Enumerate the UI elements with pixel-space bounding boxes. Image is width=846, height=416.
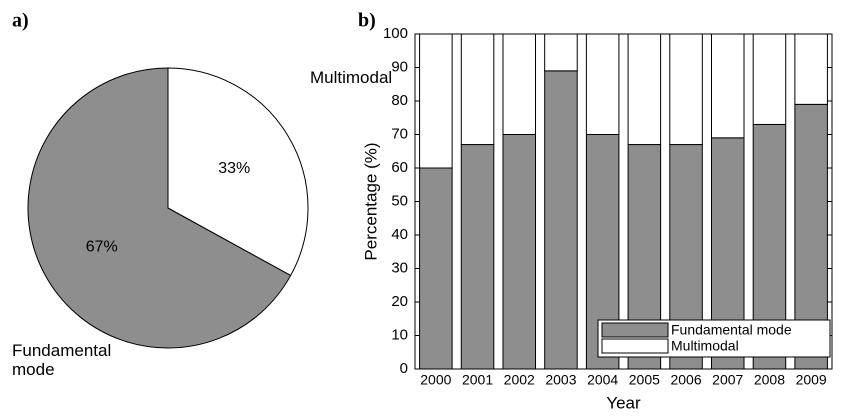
bar-segment [669,33,703,146]
y-tick-label: 80 [391,92,408,109]
y-tick-label: 60 [391,159,408,176]
x-tick-label: 2009 [796,372,827,388]
bar-segment [460,33,495,146]
bar-segment [544,70,578,370]
pie-slice [27,67,292,349]
slice-name: Fundamental mode [12,341,112,379]
bar-segment [585,33,620,135]
slice-name: Multimodal [310,68,393,87]
bar-segment [419,33,453,169]
plot-frame [414,33,833,370]
pie-slice [167,67,309,277]
y-tick-label: 90 [391,58,408,75]
y-tick-label: 20 [391,293,408,310]
y-axis-title: Percentage (%) [361,142,380,260]
legend-swatch [601,338,669,354]
bar-segment [502,134,537,370]
x-tick-label: 2003 [545,372,576,388]
legend-swatch [601,322,669,338]
x-tick-label: 2001 [462,372,493,388]
y-tick-label: 100 [383,25,408,42]
y-tick-label: 70 [391,125,408,142]
legend-label: Fundamental mode [671,322,792,338]
value-label: 67% [86,238,118,255]
value-label: 33% [218,160,250,177]
x-tick-label: 2004 [587,372,618,388]
y-tick-label: 40 [391,226,408,243]
bar-segment [544,33,578,72]
y-tick-label: 30 [391,259,408,276]
y-tick-label: 10 [391,326,408,343]
legend-label: Multimodal [671,338,739,354]
bar-segment [460,144,495,370]
bar-segment [419,167,453,370]
x-tick-label: 2002 [504,372,535,388]
x-tick-label: 2006 [670,372,701,388]
bar-segment [627,33,662,146]
y-tick-label: 50 [391,192,408,209]
x-tick-label: 2005 [629,372,660,388]
panel-label: a) [12,10,29,32]
x-tick-label: 2007 [712,372,743,388]
y-tick-label: 0 [400,360,408,377]
x-tick-label: 2008 [754,372,785,388]
bar-segment [752,33,787,125]
x-axis-title: Year [606,393,641,412]
bar-segment [794,33,828,105]
bar-segment [502,33,537,135]
x-tick-label: 2000 [420,372,451,388]
panel-label: b) [358,10,376,32]
bar-segment [710,33,745,139]
